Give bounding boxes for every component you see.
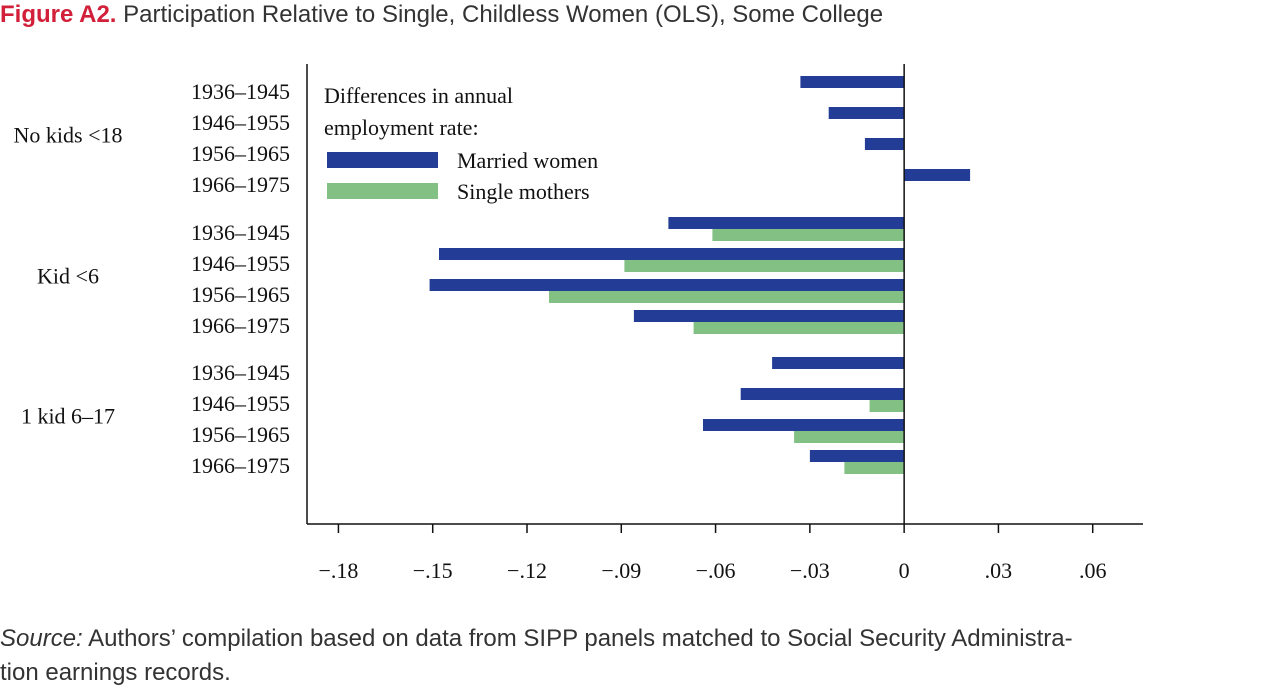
y-tick-label-no-kids-18-1936-1945: 1936–1945 xyxy=(191,79,290,104)
x-tick-label-03: .03 xyxy=(985,558,1013,583)
bar-married-women-no-kids-18-1946-1955 xyxy=(828,107,905,119)
x-tick-label-09: −.09 xyxy=(601,558,641,583)
bar-single-mothers-kid-6-1956-1965 xyxy=(549,291,905,303)
bar-single-mothers-kid-6-1946-1955 xyxy=(624,260,905,272)
legend-swatch-single-mothers xyxy=(327,183,438,199)
figure-label: Figure A2. xyxy=(0,1,117,28)
x-tick-label-15: −.15 xyxy=(413,558,453,583)
legend-title-line-2: employment rate: xyxy=(324,115,479,140)
y-labels-layer: 1936–1945 1946–1955 1956–1965 1966–1975 No k… xyxy=(14,79,290,478)
legend-swatch-married-women xyxy=(327,152,438,168)
bar-single-mothers-1-kid-6-17-1966-1975 xyxy=(844,462,905,474)
source-text-line-2: tion earnings records. xyxy=(0,659,231,686)
x-tick-labels-layer: −.18 −.15 −.12 −.09 −.06 −.03 0 .03 .06 xyxy=(318,558,1106,583)
bar-single-mothers-1-kid-6-17-1946-1955 xyxy=(869,400,905,412)
bar-married-women-no-kids-18-1956-1965 xyxy=(864,138,905,150)
y-tick-label-no-kids-18-1956-1965: 1956–1965 xyxy=(191,141,290,166)
y-tick-label-1-kid-6-17-1936-1945: 1936–1945 xyxy=(191,360,290,385)
y-tick-label-1-kid-6-17-1946-1955: 1946–1955 xyxy=(191,391,290,416)
figure-title: Figure A2. Participation Relative to Sin… xyxy=(0,0,883,30)
bar-married-women-no-kids-18-1936-1945 xyxy=(800,76,905,88)
bar-married-women-1-kid-6-17-1956-1965 xyxy=(703,419,905,431)
source-note: Source: Authors’ compilation based on da… xyxy=(0,622,1280,690)
y-tick-label-kid-6-1946-1955: 1946–1955 xyxy=(191,251,290,276)
y-tick-label-no-kids-18-1966-1975: 1966–1975 xyxy=(191,172,290,197)
bar-married-women-no-kids-18-1966-1975 xyxy=(904,169,971,181)
axes-layer xyxy=(306,64,1143,533)
y-group-label-kid-6: Kid <6 xyxy=(37,264,99,289)
y-tick-label-kid-6-1956-1965: 1956–1965 xyxy=(191,282,290,307)
bar-married-women-1-kid-6-17-1966-1975 xyxy=(809,450,905,462)
bar-married-women-1-kid-6-17-1946-1955 xyxy=(740,388,905,400)
legend-label-married-women: Married women xyxy=(457,148,598,173)
legend-label-single-mothers: Single mothers xyxy=(457,179,590,204)
source-text-line-1: Authors’ compilation based on data from … xyxy=(88,625,1073,652)
figure-title-text: Participation Relative to Single, Childl… xyxy=(123,1,884,28)
bar-married-women-kid-6-1946-1955 xyxy=(439,248,905,260)
source-label: Source: xyxy=(0,625,83,652)
y-tick-label-no-kids-18-1946-1955: 1946–1955 xyxy=(191,110,290,135)
bar-married-women-kid-6-1956-1965 xyxy=(429,279,905,291)
bar-single-mothers-kid-6-1966-1975 xyxy=(693,322,905,334)
y-group-label-no-kids-18: No kids <18 xyxy=(14,123,123,148)
x-tick-label-18: −.18 xyxy=(318,558,358,583)
bar-single-mothers-1-kid-6-17-1956-1965 xyxy=(794,431,905,443)
legend: Differences in annual employment rate: M… xyxy=(324,83,598,204)
legend-title-line-1: Differences in annual xyxy=(324,83,513,108)
y-tick-label-1-kid-6-17-1956-1965: 1956–1965 xyxy=(191,422,290,447)
bar-married-women-1-kid-6-17-1936-1945 xyxy=(772,357,905,369)
y-tick-label-1-kid-6-17-1966-1975: 1966–1975 xyxy=(191,453,290,478)
x-tick-label-12: −.12 xyxy=(507,558,547,583)
bar-married-women-kid-6-1936-1945 xyxy=(668,217,905,229)
y-tick-label-kid-6-1966-1975: 1966–1975 xyxy=(191,313,290,338)
x-tick-label-06: −.06 xyxy=(696,558,736,583)
bar-single-mothers-kid-6-1936-1945 xyxy=(712,229,905,241)
bars-layer xyxy=(429,76,971,474)
x-tick-label-0: 0 xyxy=(899,558,910,583)
bar-married-women-kid-6-1966-1975 xyxy=(633,310,905,322)
y-group-label-1-kid-6-17: 1 kid 6–17 xyxy=(21,404,115,429)
x-tick-label-03: −.03 xyxy=(790,558,830,583)
y-tick-label-kid-6-1936-1945: 1936–1945 xyxy=(191,220,290,245)
bar-chart: 1936–1945 1946–1955 1956–1965 1966–1975 No k… xyxy=(14,64,1143,583)
x-tick-label-06: .06 xyxy=(1079,558,1107,583)
